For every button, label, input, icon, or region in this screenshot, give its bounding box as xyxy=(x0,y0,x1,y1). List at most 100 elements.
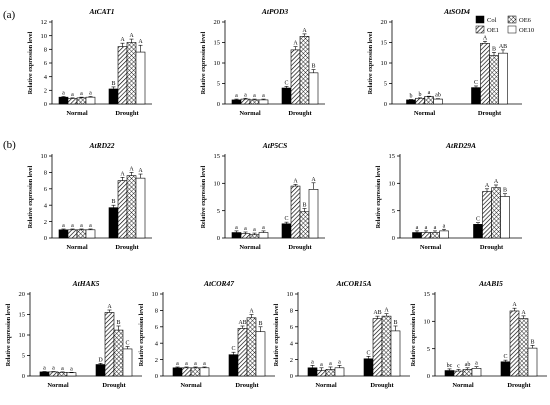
significance-letter-atrd29a-drought-oe10: B xyxy=(503,188,507,194)
significance-letter-atcor15a-drought-oe1: AB xyxy=(373,310,381,316)
bar-atcat1-drought-oe6 xyxy=(126,42,137,105)
y-tick-label-athak5-10: 10 xyxy=(19,332,26,339)
bar-atp5cs-normal-oe6 xyxy=(249,234,260,239)
y-tick-label-atcor47-4: 4 xyxy=(155,340,159,347)
bar-atpod3-drought-oe1 xyxy=(290,49,301,105)
significance-letter-atpod3-drought-oe1: A xyxy=(293,41,298,47)
bar-atpod3-normal-col xyxy=(231,99,242,105)
legend-swatch-oe10 xyxy=(507,25,517,34)
legend-swatch-oe6 xyxy=(507,15,517,24)
y-tick-label-atsod4-0: 0 xyxy=(384,101,387,108)
significance-letter-athak5-drought-col: D xyxy=(98,357,103,363)
significance-letter-atcor15a-drought-oe6: A xyxy=(384,308,389,314)
y-tick-label-atcat1-10: 10 xyxy=(41,33,48,40)
significance-letter-atcor47-normal-oe1: a xyxy=(185,361,188,367)
bar-atcat1-normal-oe6 xyxy=(76,97,87,105)
legend-label-oe10: OE10 xyxy=(519,27,534,34)
category-label-atcat1-drought: Drought xyxy=(115,110,139,117)
y-axis-label-atsod4: Relative expression level xyxy=(368,31,374,94)
bar-atcor15a-normal-oe10 xyxy=(334,367,345,377)
chart-title-athak5: AtHAK5 xyxy=(72,279,100,288)
y-tick-label-atrd22-6: 6 xyxy=(44,186,48,193)
y-tick-label-atrd29a-10: 10 xyxy=(389,181,396,188)
category-label-atcor15a-drought: Drought xyxy=(370,382,394,389)
category-label-atrd29a-drought: Drought xyxy=(480,244,504,251)
significance-letter-atabi5-normal-oe10: a xyxy=(475,361,478,367)
bar-atrd29a-drought-oe6 xyxy=(491,187,501,239)
significance-letter-atp5cs-normal-oe10: a xyxy=(262,225,265,231)
bar-atcat1-normal-oe1 xyxy=(67,98,78,105)
bar-atabi5-drought-oe10 xyxy=(527,347,538,377)
chart-atcor15a: AtCOR15A 0 2 4 6 8 10 Relative expression level… xyxy=(274,279,410,389)
significance-letter-atrd22-drought-oe1: A xyxy=(120,171,125,177)
significance-letter-atp5cs-drought-oe10: A xyxy=(311,177,316,183)
bar-atp5cs-drought-col xyxy=(281,223,292,239)
significance-letter-atrd22-normal-oe6: a xyxy=(80,223,83,229)
y-tick-label-atsod4-20: 20 xyxy=(381,19,388,26)
y-tick-label-atabi5-15: 15 xyxy=(424,291,431,298)
significance-letter-atcat1-drought-oe10: A xyxy=(138,39,143,45)
bar-atcor15a-drought-oe6 xyxy=(381,315,392,377)
y-tick-label-atcat1-2: 2 xyxy=(44,88,47,95)
bar-atrd29a-drought-oe10 xyxy=(500,196,510,239)
bar-atpod3-normal-oe6 xyxy=(249,99,260,105)
bar-atcat1-normal-oe10 xyxy=(85,96,96,105)
significance-letter-athak5-drought-oe10: C xyxy=(125,340,129,346)
legend-label-oe6: OE6 xyxy=(519,17,532,24)
significance-letter-atcat1-normal-oe6: a xyxy=(80,91,83,97)
significance-letter-atcor15a-normal-oe1: a xyxy=(320,362,323,368)
category-label-athak5-drought: Drought xyxy=(102,382,126,389)
y-axis-label-athak5: Relative expression level xyxy=(6,303,12,366)
significance-letter-atcor47-drought-oe6: A xyxy=(249,309,254,315)
y-tick-label-atsod4-10: 10 xyxy=(381,60,388,67)
significance-letter-atp5cs-normal-col: a xyxy=(235,225,238,231)
y-tick-label-athak5-5: 5 xyxy=(22,353,25,360)
category-label-atsod4-drought: Drought xyxy=(478,110,502,117)
bar-atabi5-drought-oe1 xyxy=(509,310,520,377)
chart-atabi5: AtABI5 0 5 10 15 Relative expression level bc c… xyxy=(411,279,547,389)
y-tick-label-atcor47-2: 2 xyxy=(155,357,158,364)
bar-atp5cs-normal-col xyxy=(231,232,242,239)
y-axis-label-atp5cs: Relative expression level xyxy=(201,165,207,228)
significance-letter-atrd22-drought-col: B xyxy=(111,199,115,205)
y-axis-label-atcor47: Relative expression level xyxy=(139,303,145,366)
significance-letter-athak5-normal-oe6: a xyxy=(61,366,64,372)
bar-atrd29a-drought-oe1 xyxy=(482,191,492,239)
category-label-atcat1-normal: Normal xyxy=(66,110,87,117)
significance-letter-atsod4-normal-col: b xyxy=(410,93,413,99)
bar-atsod4-normal-oe10 xyxy=(433,98,443,105)
bar-atpod3-drought-col xyxy=(281,87,292,105)
y-tick-label-atcor47-10: 10 xyxy=(152,291,159,298)
bar-atcor47-drought-col xyxy=(228,354,239,377)
significance-letter-atrd22-normal-col: a xyxy=(62,223,65,229)
category-label-atabi5-normal: Normal xyxy=(452,382,473,389)
bar-athak5-drought-oe6 xyxy=(113,329,124,377)
y-tick-label-atcor47-0: 0 xyxy=(155,373,158,380)
significance-letter-atrd22-normal-oe1: a xyxy=(71,223,74,229)
significance-letter-atpod3-normal-oe10: a xyxy=(262,93,265,99)
significance-letter-atcor47-normal-col: a xyxy=(176,361,179,367)
bar-atcat1-drought-oe1 xyxy=(117,46,128,105)
bar-atp5cs-drought-oe10 xyxy=(308,189,319,239)
y-axis-label-atrd22: Relative expression level xyxy=(28,165,34,228)
bar-athak5-drought-oe1 xyxy=(104,312,115,377)
significance-letter-atpod3-normal-oe1: a xyxy=(244,92,247,98)
significance-letter-atp5cs-drought-oe1: A xyxy=(293,178,298,184)
y-tick-label-atrd29a-0: 0 xyxy=(392,235,395,242)
significance-letter-atcor15a-normal-col: a xyxy=(311,359,314,365)
bar-atabi5-normal-oe1 xyxy=(453,370,464,377)
significance-letter-atcor15a-drought-col: C xyxy=(366,350,370,356)
y-tick-label-atpod3-10: 10 xyxy=(214,60,221,67)
bar-atcor47-normal-oe6 xyxy=(190,367,201,377)
bar-atsod4-normal-col xyxy=(406,99,416,105)
category-label-atcor15a-normal: Normal xyxy=(315,382,336,389)
significance-letter-atp5cs-drought-oe6: B xyxy=(302,202,306,208)
bar-atcor47-normal-col xyxy=(172,367,183,377)
significance-letter-atcat1-normal-oe10: a xyxy=(89,90,92,96)
bar-atcat1-drought-oe10 xyxy=(135,51,146,105)
significance-letter-atcor47-normal-oe6: a xyxy=(194,361,197,367)
bar-atabi5-drought-oe6 xyxy=(518,318,529,377)
significance-letter-atrd22-drought-oe6: A xyxy=(129,166,134,172)
chart-title-atpod3: AtPOD3 xyxy=(261,7,289,16)
